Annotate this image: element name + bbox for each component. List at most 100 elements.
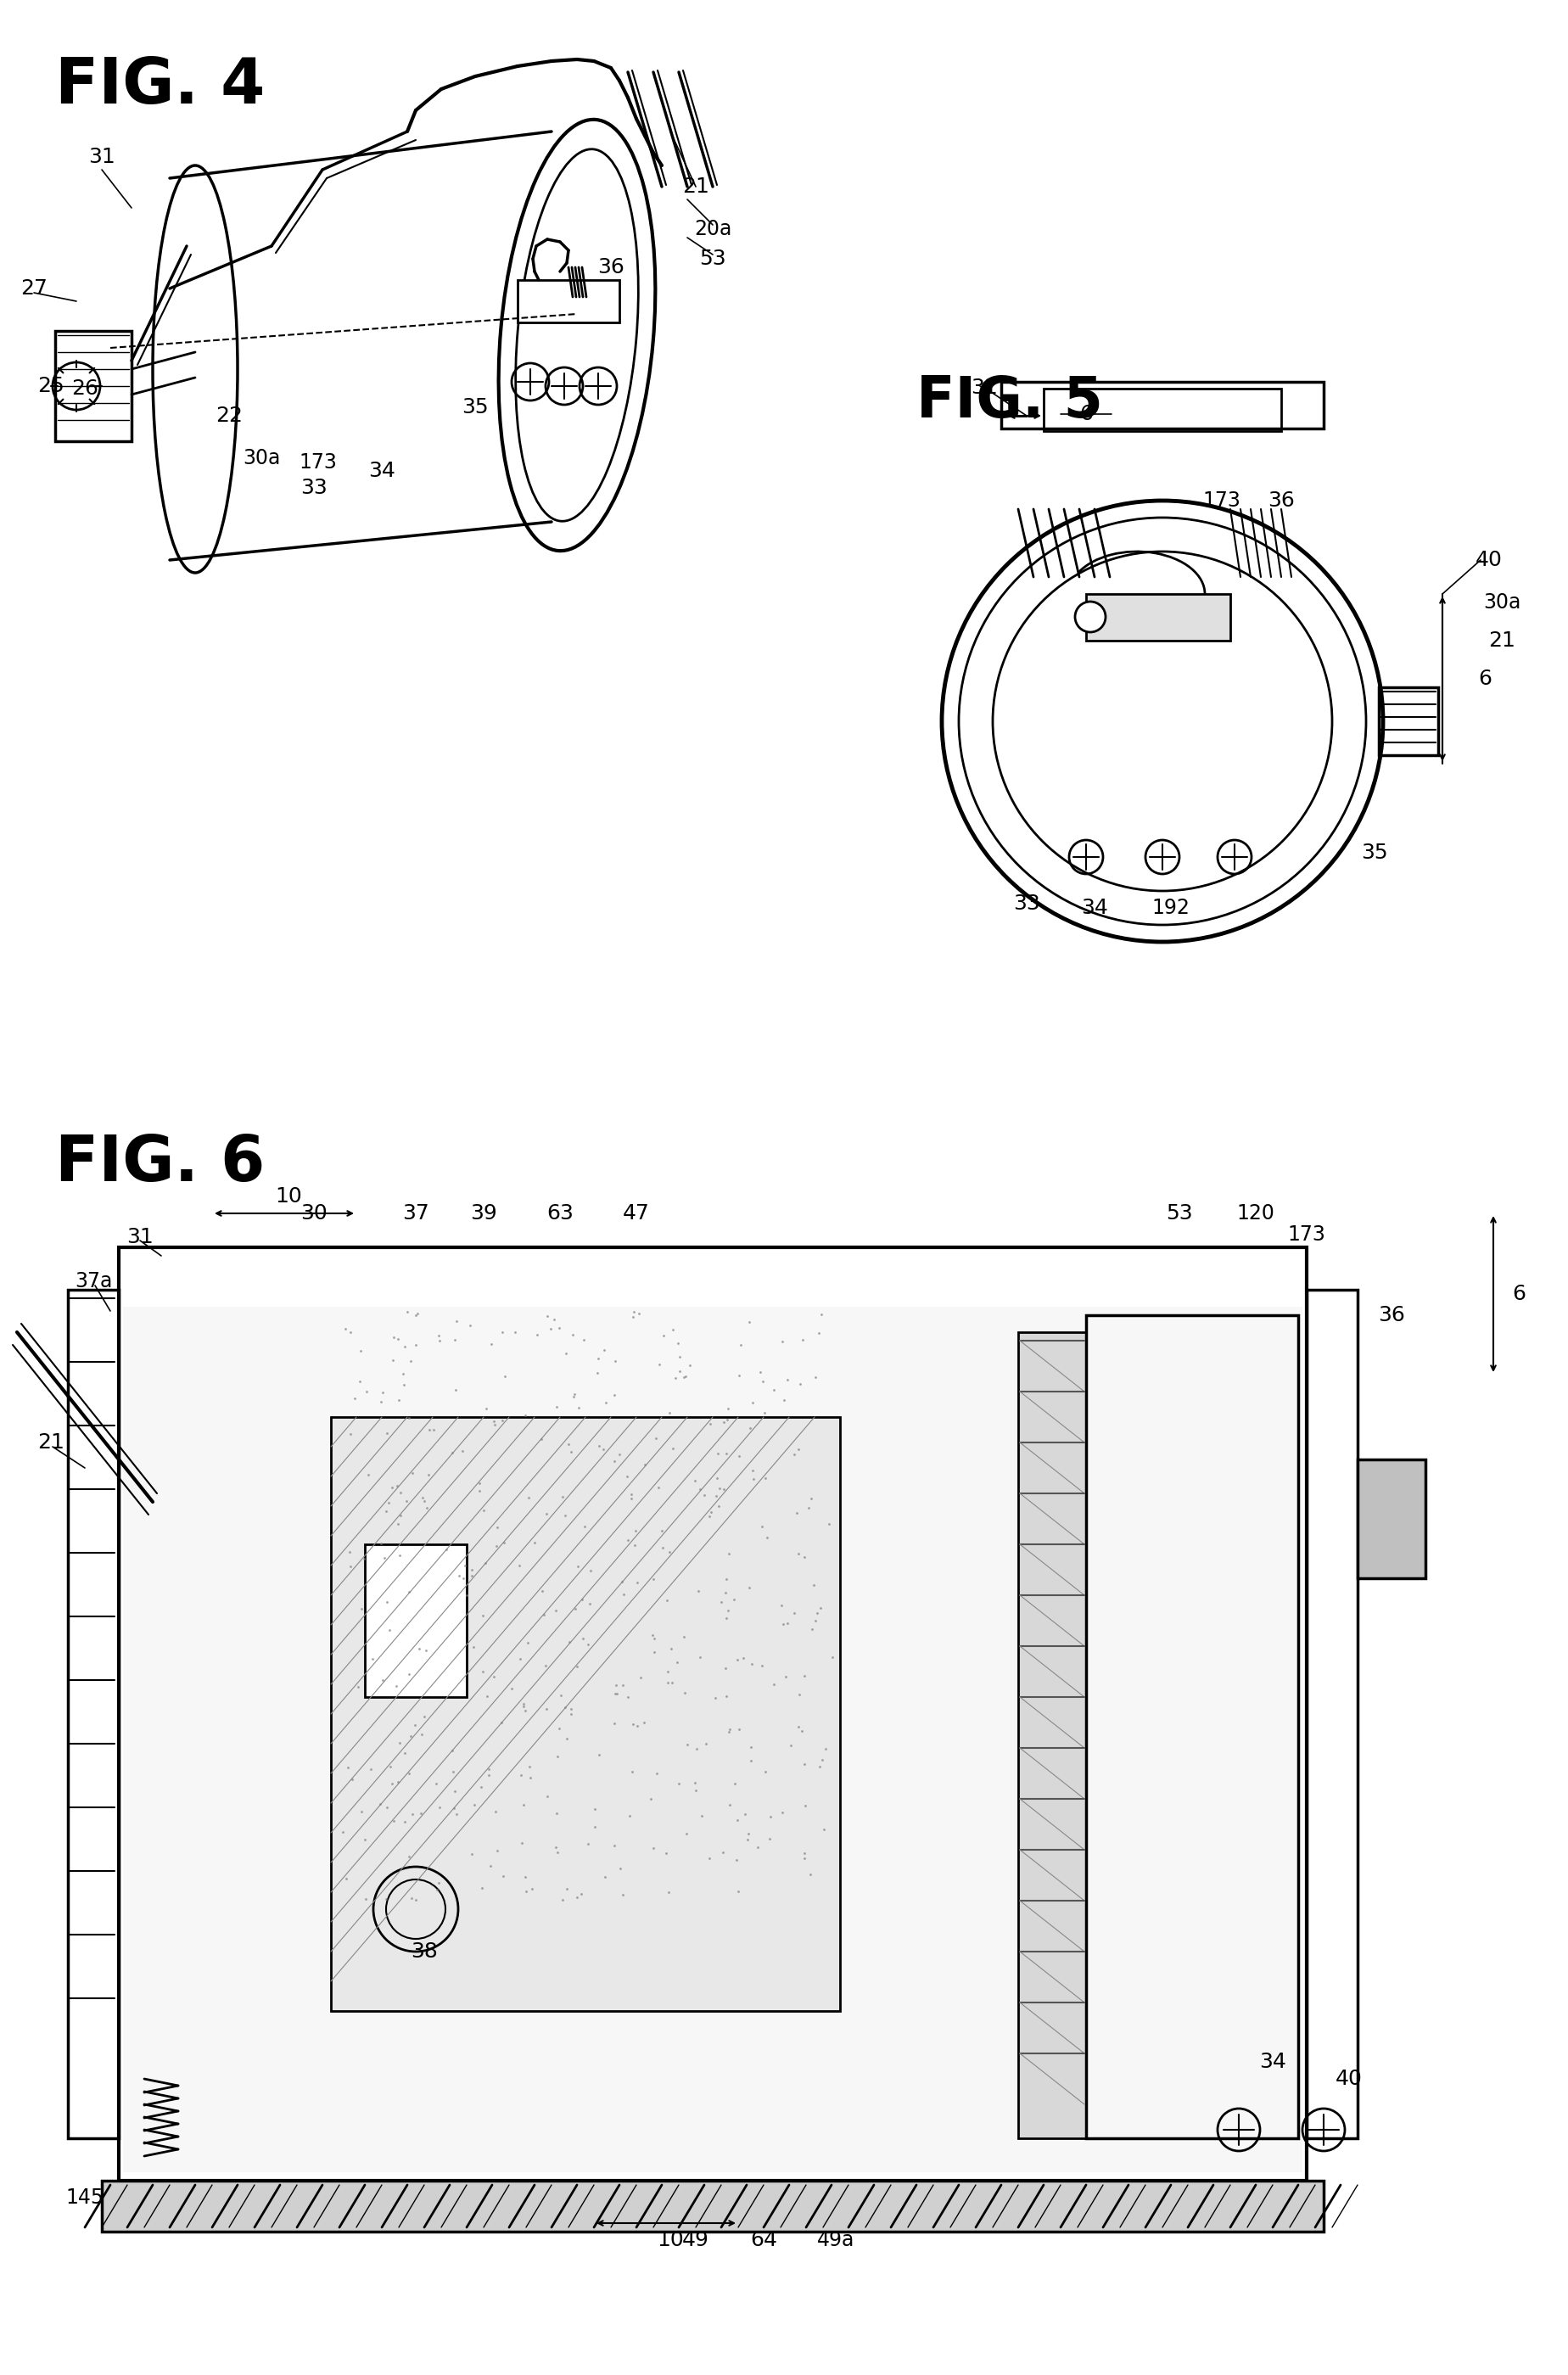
Point xyxy=(591,1330,616,1368)
Text: FIG. 6: FIG. 6 xyxy=(55,1133,265,1195)
Text: 21: 21 xyxy=(682,176,709,197)
Point xyxy=(379,1342,405,1380)
Point xyxy=(715,1591,740,1629)
Point xyxy=(575,1824,601,1862)
Point xyxy=(477,1750,502,1788)
Point xyxy=(469,1869,494,1907)
Bar xyxy=(102,2180,1323,2232)
Point xyxy=(582,1791,607,1829)
Point xyxy=(359,1641,384,1679)
Point xyxy=(792,1786,817,1824)
Point xyxy=(544,1738,569,1776)
Point xyxy=(626,1294,651,1332)
Point xyxy=(516,1477,541,1515)
Point xyxy=(726,1872,751,1910)
Point xyxy=(602,1342,627,1380)
Point xyxy=(607,1850,632,1888)
Point xyxy=(555,1869,580,1907)
Point xyxy=(535,1776,560,1814)
Point xyxy=(511,1686,536,1724)
Point xyxy=(713,1648,739,1686)
Point xyxy=(757,1819,782,1857)
Point xyxy=(748,1646,773,1684)
Bar xyxy=(1043,390,1281,430)
Point xyxy=(735,1822,760,1860)
Point xyxy=(775,1603,800,1641)
Point xyxy=(513,1872,538,1910)
Point xyxy=(564,1648,590,1686)
Point xyxy=(347,1363,372,1401)
Point xyxy=(386,1380,411,1418)
Point xyxy=(442,1320,467,1358)
Point xyxy=(444,1302,469,1339)
Point xyxy=(621,1527,646,1565)
Point xyxy=(532,1596,557,1634)
Point xyxy=(557,1622,582,1660)
Point xyxy=(713,1401,739,1439)
Point xyxy=(787,1674,812,1712)
Point xyxy=(792,1658,817,1696)
Text: 36: 36 xyxy=(597,256,624,278)
Point xyxy=(416,1456,441,1494)
Point xyxy=(483,1527,508,1565)
Circle shape xyxy=(1074,601,1105,632)
Point xyxy=(607,1434,632,1472)
Point xyxy=(564,1879,590,1917)
Text: 173: 173 xyxy=(1203,492,1240,511)
Point xyxy=(459,1556,485,1594)
Point xyxy=(426,1788,452,1826)
Point xyxy=(405,1294,430,1332)
Point xyxy=(414,1632,439,1670)
Text: 10: 10 xyxy=(657,2230,684,2249)
Point xyxy=(654,1582,679,1620)
Text: 64: 64 xyxy=(750,2230,776,2249)
Point xyxy=(373,1881,398,1919)
Point xyxy=(392,1734,417,1772)
Point xyxy=(770,1323,795,1361)
Point xyxy=(671,1358,696,1396)
Point xyxy=(750,1508,775,1546)
Point xyxy=(659,1662,684,1700)
Point xyxy=(804,1594,829,1632)
Point xyxy=(568,1876,593,1914)
Point xyxy=(685,1572,710,1610)
Point xyxy=(387,1496,412,1534)
Point xyxy=(619,1705,644,1743)
Point xyxy=(408,1795,433,1834)
Point xyxy=(740,1385,765,1423)
Point xyxy=(378,1748,403,1786)
Text: 33: 33 xyxy=(301,477,328,499)
Point xyxy=(384,1320,409,1358)
Point xyxy=(354,1373,379,1411)
Point xyxy=(651,1530,676,1568)
Point xyxy=(453,1577,478,1615)
Point xyxy=(724,1641,750,1679)
Bar xyxy=(365,1544,466,1698)
Text: 22: 22 xyxy=(215,406,243,425)
Point xyxy=(379,1468,405,1506)
Point xyxy=(506,1546,532,1584)
Point xyxy=(519,1869,544,1907)
Point xyxy=(575,1624,601,1662)
Point xyxy=(790,1746,815,1784)
Point xyxy=(411,1698,436,1736)
Point xyxy=(348,1332,373,1370)
Point xyxy=(682,1765,707,1803)
Point xyxy=(792,1834,817,1872)
Point xyxy=(663,1358,688,1396)
Point xyxy=(657,1394,682,1432)
Text: 38: 38 xyxy=(411,1940,437,1962)
Point xyxy=(655,1653,681,1691)
Point xyxy=(466,1465,491,1503)
Text: 49: 49 xyxy=(682,2230,709,2249)
Point xyxy=(554,1719,579,1757)
Point xyxy=(586,1427,612,1465)
Point xyxy=(604,1667,629,1705)
Point xyxy=(528,1420,554,1458)
Point xyxy=(392,1328,417,1366)
Point xyxy=(481,1404,506,1442)
Point xyxy=(483,1793,508,1831)
Point xyxy=(646,1344,671,1382)
Text: 53: 53 xyxy=(1165,1204,1192,1223)
Text: 30a: 30a xyxy=(243,449,281,468)
